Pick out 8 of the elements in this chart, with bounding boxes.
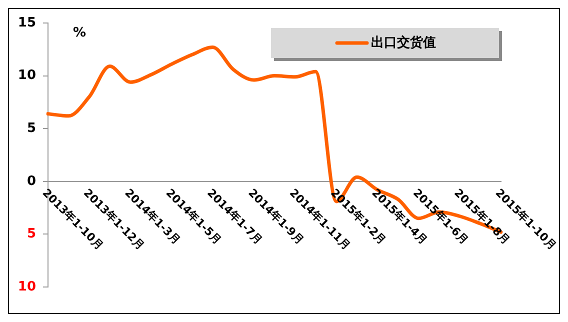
legend-label: 出口交货值	[371, 34, 436, 50]
y-tick-label: 0	[26, 174, 36, 189]
y-tick-label: 10	[18, 279, 36, 294]
y-axis-title: %	[73, 25, 86, 40]
y-tick-label: 15	[18, 15, 36, 30]
y-tick-label: 5	[26, 120, 36, 136]
y-tick-label: 10	[18, 68, 36, 84]
y-tick-label: 5	[26, 226, 36, 242]
